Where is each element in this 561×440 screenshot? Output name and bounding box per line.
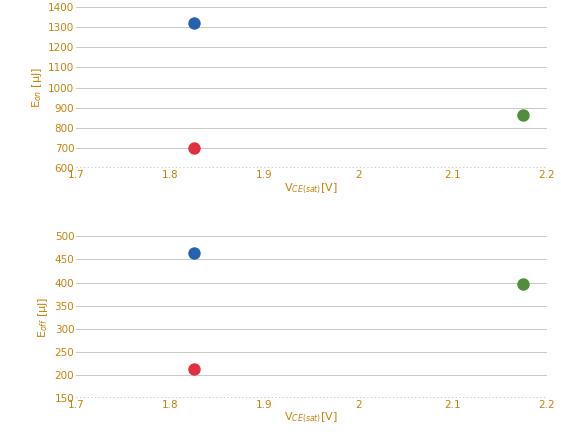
Point <box>189 19 198 26</box>
X-axis label: V$_{CE(sat)}$[V]: V$_{CE(sat)}$[V] <box>284 411 338 425</box>
Y-axis label: E$_{off}$ [μJ]: E$_{off}$ [μJ] <box>36 297 50 338</box>
Point <box>189 249 198 256</box>
Point <box>519 111 528 118</box>
Point <box>189 145 198 152</box>
Point <box>519 280 528 287</box>
Y-axis label: E$_{on}$ [μJ]: E$_{on}$ [μJ] <box>30 67 44 108</box>
X-axis label: V$_{CE(sat)}$[V]: V$_{CE(sat)}$[V] <box>284 181 338 196</box>
Point <box>189 366 198 373</box>
